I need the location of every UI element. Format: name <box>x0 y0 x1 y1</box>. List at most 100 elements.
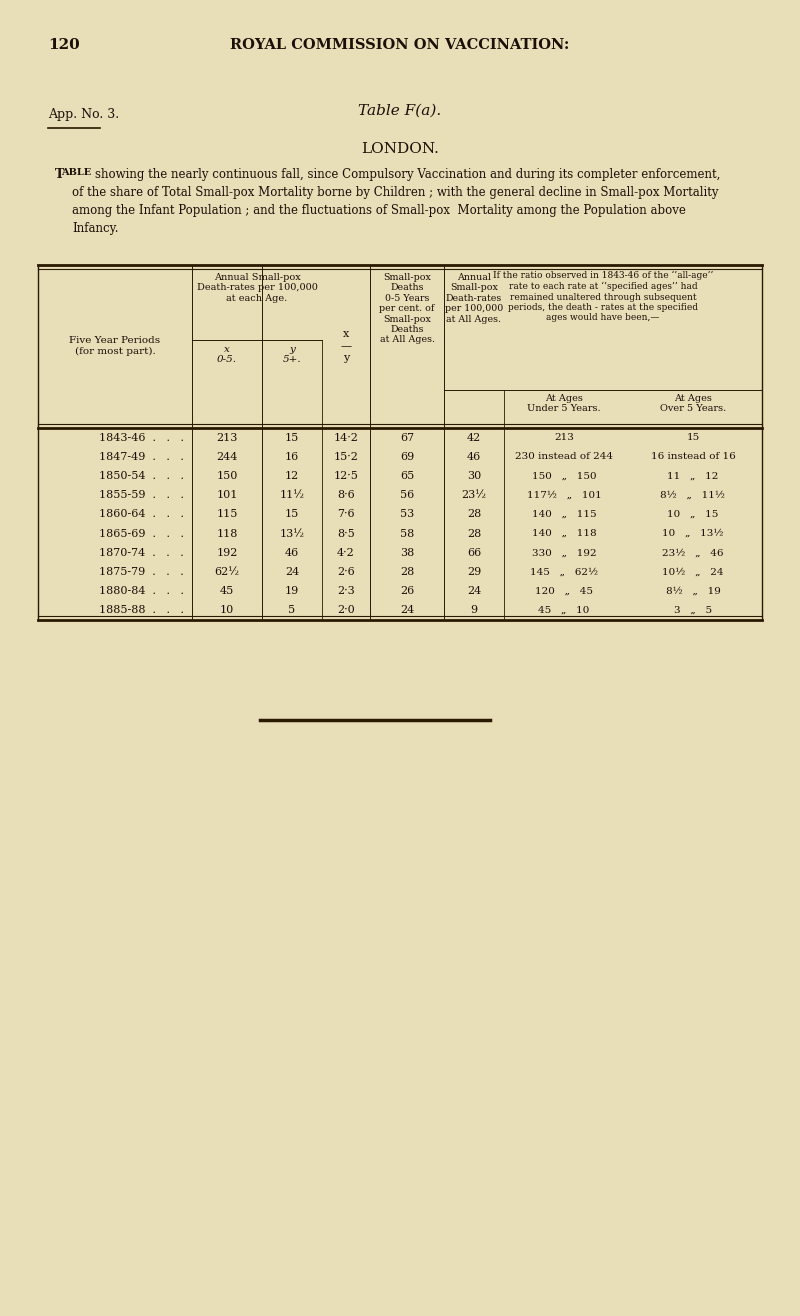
Text: 192: 192 <box>216 547 238 558</box>
Text: 10   „   13½: 10 „ 13½ <box>662 529 724 538</box>
Text: 24: 24 <box>400 605 414 616</box>
Text: 213: 213 <box>216 433 238 442</box>
Text: 12: 12 <box>285 471 299 482</box>
Text: 15: 15 <box>285 433 299 442</box>
Text: 13½: 13½ <box>279 529 305 538</box>
Text: Infancy.: Infancy. <box>72 222 118 236</box>
Text: 118: 118 <box>216 529 238 538</box>
Text: 1870-74  .   .   .: 1870-74 . . . <box>99 547 184 558</box>
Text: of the share of Total Small-pox Mortality borne by Children ; with the general d: of the share of Total Small-pox Mortalit… <box>72 186 718 199</box>
Text: T: T <box>55 168 64 182</box>
Text: Annual Small-pox
Death-rates per 100,000
at each Age.: Annual Small-pox Death-rates per 100,000… <box>197 272 318 303</box>
Text: 7·6: 7·6 <box>337 509 355 520</box>
Text: 1865-69  .   .   .: 1865-69 . . . <box>99 529 184 538</box>
Text: 62½: 62½ <box>214 567 239 576</box>
Text: 15: 15 <box>686 433 700 442</box>
Text: 16: 16 <box>285 451 299 462</box>
Text: 1860-64  .   .   .: 1860-64 . . . <box>99 509 184 520</box>
Text: 120: 120 <box>48 38 80 53</box>
Text: 56: 56 <box>400 490 414 500</box>
Text: 117½   „   101: 117½ „ 101 <box>526 491 602 500</box>
Text: 1847-49  .   .   .: 1847-49 . . . <box>99 451 184 462</box>
Text: 69: 69 <box>400 451 414 462</box>
Text: If the ratio observed in 1843-46 of the ‘’all-age’’
rate to each rate at ‘’speci: If the ratio observed in 1843-46 of the … <box>493 271 713 322</box>
Text: 145   „   62½: 145 „ 62½ <box>530 567 598 576</box>
Text: 30: 30 <box>467 471 481 482</box>
Text: 115: 115 <box>216 509 238 520</box>
Text: 19: 19 <box>285 586 299 596</box>
Text: 1850-54  .   .   .: 1850-54 . . . <box>99 471 184 482</box>
Text: At Ages
Over 5 Years.: At Ages Over 5 Years. <box>660 393 726 413</box>
Text: 8·6: 8·6 <box>337 490 355 500</box>
Text: Five Year Periods
(for most part).: Five Year Periods (for most part). <box>70 336 161 355</box>
Text: x
0-5.: x 0-5. <box>217 345 237 365</box>
Text: 11½: 11½ <box>279 490 305 500</box>
Text: 8½   „   11½: 8½ „ 11½ <box>661 491 726 500</box>
Text: 8½   „   19: 8½ „ 19 <box>666 587 721 596</box>
Text: 26: 26 <box>400 586 414 596</box>
Text: ROYAL COMMISSION ON VACCINATION:: ROYAL COMMISSION ON VACCINATION: <box>230 38 570 53</box>
Text: 58: 58 <box>400 529 414 538</box>
Text: 1875-79  .   .   .: 1875-79 . . . <box>99 567 184 576</box>
Text: 4·2: 4·2 <box>337 547 355 558</box>
Text: 23½: 23½ <box>462 490 486 500</box>
Text: App. No. 3.: App. No. 3. <box>48 108 119 121</box>
Text: 46: 46 <box>285 547 299 558</box>
Text: 46: 46 <box>467 451 481 462</box>
Text: 28: 28 <box>467 509 481 520</box>
Text: 10½   „   24: 10½ „ 24 <box>662 567 724 576</box>
Text: 67: 67 <box>400 433 414 442</box>
Text: 38: 38 <box>400 547 414 558</box>
Text: 11   „   12: 11 „ 12 <box>667 471 718 480</box>
Text: 1855-59  .   .   .: 1855-59 . . . <box>99 490 184 500</box>
Text: 10: 10 <box>220 605 234 616</box>
Text: 1885-88  .   .   .: 1885-88 . . . <box>99 605 184 616</box>
Text: 2·3: 2·3 <box>337 586 355 596</box>
Text: ABLE: ABLE <box>61 168 91 176</box>
Text: 28: 28 <box>467 529 481 538</box>
Text: 16 instead of 16: 16 instead of 16 <box>650 453 735 462</box>
Text: 140   „   115: 140 „ 115 <box>532 509 596 519</box>
Text: 244: 244 <box>216 451 238 462</box>
Text: showing the nearly continuous fall, since Compulsory Vaccination and during its : showing the nearly continuous fall, sinc… <box>95 168 720 182</box>
Text: Small-pox
Deaths
0-5 Years
per cent. of
Small-pox
Deaths
at All Ages.: Small-pox Deaths 0-5 Years per cent. of … <box>379 272 434 345</box>
Text: 53: 53 <box>400 509 414 520</box>
Text: At Ages
Under 5 Years.: At Ages Under 5 Years. <box>527 393 601 413</box>
Text: 9: 9 <box>470 605 478 616</box>
Text: 1880-84  .   .   .: 1880-84 . . . <box>99 586 184 596</box>
Text: 2·0: 2·0 <box>337 605 355 616</box>
Text: 1843-46  .   .   .: 1843-46 . . . <box>99 433 184 442</box>
Text: LONDON.: LONDON. <box>361 142 439 157</box>
Text: 42: 42 <box>467 433 481 442</box>
Text: 5: 5 <box>289 605 295 616</box>
Text: y
5+.: y 5+. <box>282 345 302 365</box>
Text: 15: 15 <box>285 509 299 520</box>
Text: 23½   „   46: 23½ „ 46 <box>662 549 724 557</box>
Text: 230 instead of 244: 230 instead of 244 <box>515 453 613 462</box>
Text: 101: 101 <box>216 490 238 500</box>
Text: 140   „   118: 140 „ 118 <box>532 529 596 538</box>
Text: among the Infant Population ; and the fluctuations of Small-pox  Mortality among: among the Infant Population ; and the fl… <box>72 204 686 217</box>
Text: 12·5: 12·5 <box>334 471 358 482</box>
Text: 14·2: 14·2 <box>334 433 358 442</box>
Text: 10   „   15: 10 „ 15 <box>667 509 718 519</box>
Text: 150: 150 <box>216 471 238 482</box>
Text: 66: 66 <box>467 547 481 558</box>
Text: Table F(a).: Table F(a). <box>358 104 442 118</box>
Text: 150   „   150: 150 „ 150 <box>532 471 596 480</box>
Text: 45: 45 <box>220 586 234 596</box>
Text: 120   „   45: 120 „ 45 <box>535 587 593 596</box>
Text: 24: 24 <box>467 586 481 596</box>
Text: 213: 213 <box>554 433 574 442</box>
Text: 8·5: 8·5 <box>337 529 355 538</box>
Text: Annual
Small-pox
Death-rates
per 100,000
at All Ages.: Annual Small-pox Death-rates per 100,000… <box>445 272 503 324</box>
Text: 2·6: 2·6 <box>337 567 355 576</box>
Text: x
—
y: x — y <box>341 329 351 363</box>
Text: 24: 24 <box>285 567 299 576</box>
Text: 45   „   10: 45 „ 10 <box>538 605 590 615</box>
Text: 65: 65 <box>400 471 414 482</box>
Text: 330   „   192: 330 „ 192 <box>532 549 596 557</box>
Text: 28: 28 <box>400 567 414 576</box>
Text: 15·2: 15·2 <box>334 451 358 462</box>
Text: 3   „   5: 3 „ 5 <box>674 605 712 615</box>
